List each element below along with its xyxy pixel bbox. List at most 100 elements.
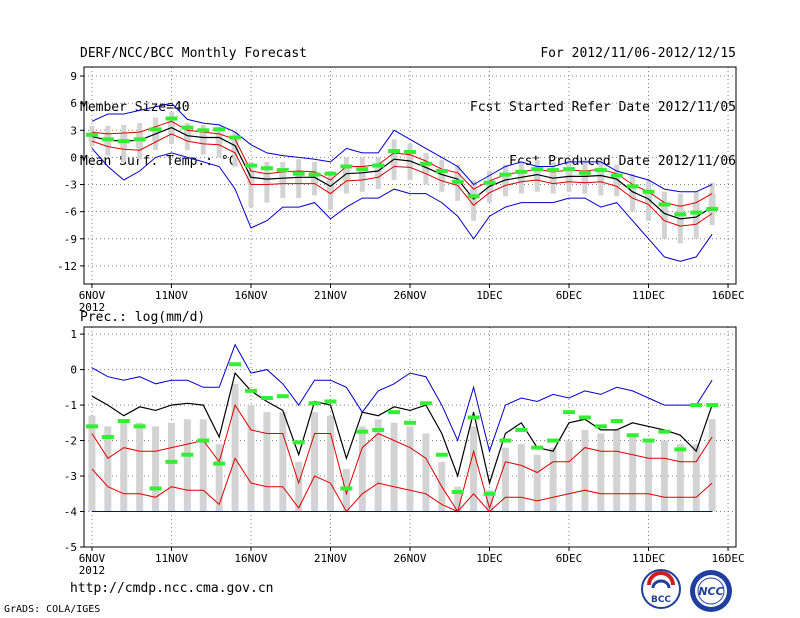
- temp-observed-marker: [85, 132, 98, 137]
- prec-xtick-label: 6DEC: [556, 552, 583, 565]
- prec-observed-marker: [642, 438, 655, 443]
- prec-member-box: [247, 405, 255, 484]
- temp-observed-marker: [642, 189, 655, 194]
- forecast-title: DERF/NCC/BCC Monthly Forecast: [80, 46, 307, 61]
- prec-member-whisker: [247, 483, 255, 512]
- prec-observed-marker: [372, 427, 385, 432]
- temp-observed-marker: [515, 169, 528, 174]
- bcc-logo-icon: BCC: [641, 569, 681, 609]
- prec-observed-marker: [244, 388, 257, 393]
- prec-xtick-label: 16NOV: [234, 552, 267, 565]
- prec-member-whisker: [470, 493, 478, 512]
- temp-member-box: [708, 193, 716, 214]
- temp-observed-marker: [292, 171, 305, 176]
- prec-member-box: [279, 412, 287, 487]
- temp-observed-marker: [324, 171, 337, 176]
- temp-observed-marker: [308, 172, 321, 177]
- prec-member-whisker: [676, 497, 684, 512]
- grads-credit: GrADS: COLA/IGES: [4, 604, 101, 615]
- prec-member-whisker: [517, 497, 525, 512]
- temp-observed-marker: [149, 127, 162, 132]
- prec-member-whisker: [629, 493, 637, 512]
- temp-observed-marker: [610, 173, 623, 178]
- temp-line-lower-inner: [91, 133, 713, 227]
- temp-ytick-label: -12: [57, 260, 77, 273]
- temp-xtick-label: 26NOV: [393, 289, 426, 302]
- prec-observed-marker: [594, 424, 607, 429]
- prec-member-whisker: [708, 483, 716, 512]
- prec-xtick-label: 11DEC: [632, 552, 665, 565]
- temp-observed-marker: [181, 125, 194, 130]
- prec-observed-marker: [610, 419, 623, 424]
- prec-member-box: [199, 419, 207, 491]
- temp-observed-marker: [244, 163, 257, 168]
- prec-member-box: [533, 454, 541, 501]
- prec-member-whisker: [597, 493, 605, 512]
- prec-ytick-label: -3: [64, 470, 77, 483]
- ncc-logo-icon: NCC: [690, 570, 732, 612]
- temp-observed-marker: [435, 168, 448, 173]
- prec-member-whisker: [374, 483, 382, 512]
- temp-line-upper-outer: [91, 102, 713, 193]
- prec-member-box: [645, 440, 653, 494]
- bcc-logo-text: BCC: [651, 595, 671, 605]
- prec-member-box: [358, 426, 366, 494]
- temp-member-box: [215, 133, 223, 144]
- prec-member-box: [390, 422, 398, 487]
- temp-xtick-label: 6DEC: [556, 289, 583, 302]
- temp-ytick-label: 6: [70, 97, 77, 110]
- temp-ytick-label: -3: [64, 179, 77, 192]
- prec-line-mean: [91, 371, 713, 486]
- forecast-period: For 2012/11/06-2012/12/15: [540, 46, 736, 61]
- prec-member-box: [549, 447, 557, 498]
- prec-xtick-label: 11NOV: [155, 552, 188, 565]
- prec-observed-marker: [213, 461, 226, 466]
- temp-xtick-year: 2012: [79, 301, 106, 314]
- prec-member-whisker: [326, 483, 334, 512]
- temp-observed-marker: [626, 184, 639, 189]
- temp-observed-marker: [404, 149, 416, 154]
- website-url[interactable]: http://cmdp.ncc.cma.gov.cn: [70, 581, 274, 596]
- prec-member-box: [295, 461, 303, 508]
- temp-observed-marker: [499, 172, 512, 177]
- temp-observed-marker: [356, 167, 369, 172]
- prec-observed-marker: [435, 452, 448, 457]
- prec-member-box: [613, 429, 621, 494]
- prec-member-whisker: [88, 468, 96, 512]
- temp-panel: 9 6 3 0 -3 -6 -9 -12 6NOV 11NOV 16NOV 21NOV 26NOV 1DE…: [57, 66, 745, 314]
- prec-observed-marker: [674, 447, 687, 452]
- prec-member-whisker: [390, 486, 398, 512]
- prec-member-whisker: [438, 504, 446, 512]
- prec-member-box: [88, 415, 96, 469]
- prec-observed-marker: [133, 424, 146, 429]
- prec-member-whisker: [120, 493, 128, 512]
- prec-member-box: [104, 426, 112, 487]
- prec-observed-marker: [578, 415, 591, 420]
- prec-member-whisker: [565, 493, 573, 512]
- prec-observed-marker: [149, 486, 162, 491]
- prec-member-box: [629, 437, 637, 494]
- prec-member-whisker: [215, 504, 223, 512]
- prec-member-box: [422, 433, 430, 494]
- prec-member-whisker: [231, 458, 239, 512]
- temp-observed-marker: [563, 167, 576, 172]
- prec-ytick-label: -2: [64, 435, 77, 448]
- temp-observed-marker: [451, 179, 464, 184]
- prec-member-whisker: [136, 493, 144, 512]
- prec-member-box: [311, 412, 319, 477]
- temp-ytick-label: 0: [70, 151, 77, 164]
- prec-xtick-label: 1DEC: [476, 552, 503, 565]
- prec-observed-marker: [276, 394, 289, 399]
- prec-xtick-label: 16DEC: [711, 552, 744, 565]
- prec-observed-marker: [563, 410, 576, 415]
- prec-observed-marker: [229, 362, 242, 367]
- temp-ytick-label: -9: [64, 233, 77, 246]
- prec-observed-marker: [658, 429, 671, 434]
- prec-member-box: [597, 433, 605, 494]
- prec-observed-marker: [690, 403, 703, 408]
- temp-observed-marker: [419, 161, 432, 166]
- prec-observed-marker: [292, 440, 305, 445]
- prec-member-box: [486, 490, 494, 512]
- prec-member-whisker: [167, 486, 175, 512]
- temp-line-mean: [91, 126, 713, 220]
